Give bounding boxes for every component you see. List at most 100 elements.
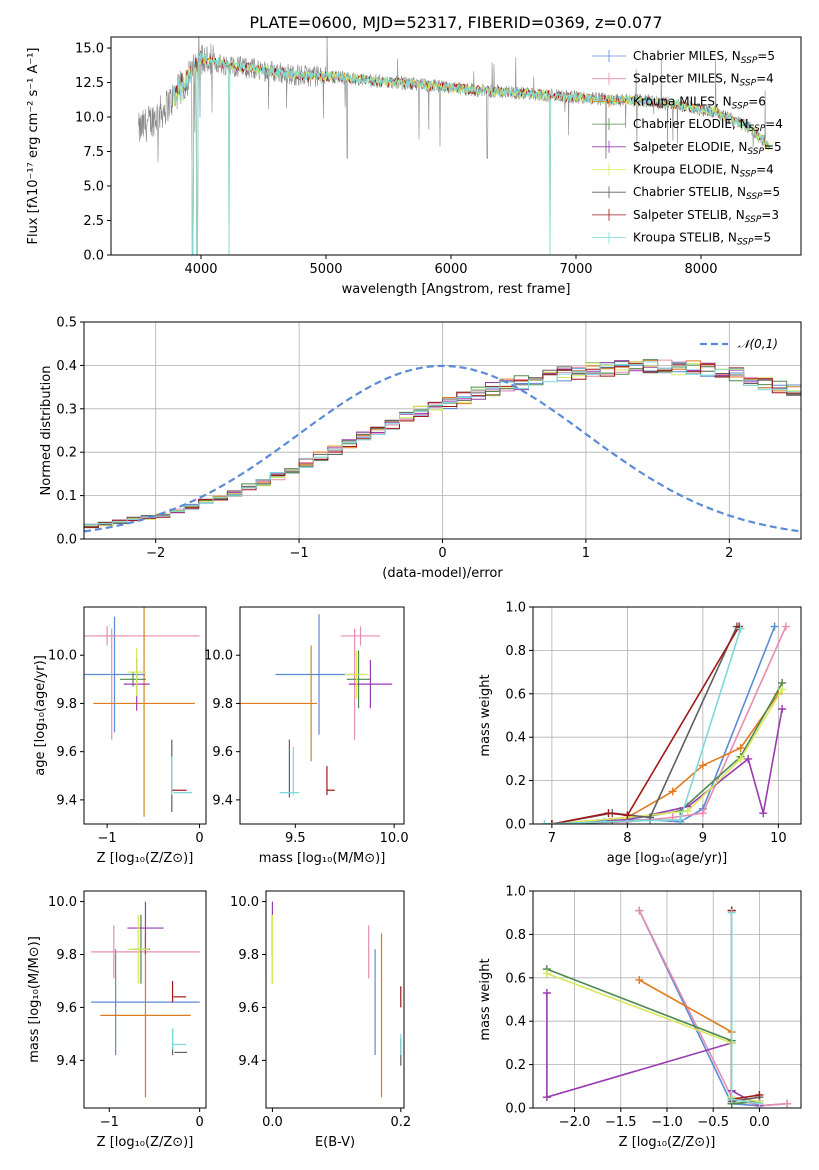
- y-tick-label-5-3: 10.0: [48, 895, 77, 910]
- x-tick-label-2-1: 0: [195, 831, 203, 846]
- y-tick-label-3-3: 10.0: [204, 649, 233, 664]
- chart-panel-4: 7 8 9 10 0.0 0.2 0.4 0.6 0.8 1.0 age [log₁₀(age/yr…: [478, 601, 802, 866]
- x-tick-label-1-0: −2: [146, 546, 165, 561]
- legend-label-5: Kroupa ELODIE, NSSP=4: [633, 163, 774, 180]
- y-tick-label-7-3: 0.6: [505, 971, 526, 986]
- x-axis-label-5: Z [log₁₀(Z/Z⊙)]: [97, 1135, 194, 1150]
- chart-panel-1: 𝒩(0,1) −2 −1 0 1 2 0.0 0.1 0.2 0.3 0.4 0.5 (data-mod…: [39, 316, 802, 581]
- weight-marker-2-0: [635, 975, 644, 984]
- y-tick-label-4-3: 0.6: [505, 687, 526, 702]
- weight-marker-8-1: [727, 1095, 736, 1104]
- x-tick-label-7-3: −0.5: [697, 1115, 729, 1130]
- weight-line-5: [546, 972, 760, 1103]
- ticks-3: 9.5 10.0 9.4 9.6 9.8 10.0: [204, 649, 409, 846]
- x-axis-label-0: wavelength [Angstrom, rest frame]: [342, 282, 571, 297]
- weight-line-7: [730, 910, 760, 1101]
- x-axis-label-2: Z [log₁₀(Z/Z⊙)]: [97, 851, 194, 866]
- y-tick-label-6-2: 9.8: [238, 948, 259, 963]
- x-tick-label-3-0: 9.5: [285, 831, 306, 846]
- y-tick-label-3-1: 9.6: [212, 745, 233, 760]
- x-axis-label-7: Z [log₁₀(Z/Z⊙)]: [619, 1135, 716, 1150]
- y-tick-label-5-0: 9.4: [56, 1054, 77, 1069]
- legend-label-3: Chabrier ELODIE, NSSP=4: [633, 117, 783, 134]
- gaussian-curve: [84, 364, 801, 533]
- weight-line-4: [551, 708, 783, 824]
- x-tick-label-4-2: 9: [699, 831, 707, 846]
- chart-panel-2: −1 0 9.4 9.6 9.8 10.0 Z [log₁₀(Z/Z⊙)] age [log₁…: [33, 606, 207, 866]
- y-tick-label-5-1: 9.6: [56, 1001, 77, 1016]
- weight-line-3: [551, 682, 783, 824]
- y-tick-label-6-3: 10.0: [230, 895, 259, 910]
- y-tick-label-7-1: 0.2: [505, 1058, 526, 1073]
- y-tick-label-6-0: 9.4: [238, 1054, 259, 1069]
- y-tick-label-1-4: 0.4: [56, 359, 77, 374]
- ticks-4: 7 8 9 10 0.0 0.2 0.4 0.6 0.8 1.0: [505, 601, 786, 847]
- y-tick-label-4-4: 0.8: [505, 644, 526, 659]
- y-tick-label-4-0: 0.0: [505, 818, 526, 833]
- y-axis-label-7: mass weight: [478, 958, 493, 1040]
- x-axis-label-1: (data-model)/error: [382, 566, 503, 581]
- ticks-2: −1 0 9.4 9.6 9.8 10.0: [48, 649, 204, 846]
- x-tick-label-7-1: −1.5: [605, 1115, 637, 1130]
- weight-marker-5-2: [683, 806, 692, 815]
- weight-marker-4-0: [542, 988, 551, 997]
- legend-label-7: Salpeter STELIB, NSSP=3: [633, 208, 779, 225]
- legend-label-1: Salpeter MILES, NSSP=4: [633, 72, 774, 89]
- y-tick-label-3-2: 9.8: [212, 697, 233, 712]
- chart-panel-7: −2.0 −1.5 −1.0 −0.5 0.0 0.0 0.2 0.4 0.6 0.8 1.0 Z […: [478, 885, 802, 1150]
- chart-panel-3: 9.5 10.0 9.4 9.6 9.8 10.0 mass [log₁₀(M/M⊙)]: [204, 606, 409, 866]
- x-tick-label-1-1: −1: [290, 546, 309, 561]
- axes-frame-5: [83, 890, 207, 1109]
- weight-marker-8-3: [736, 624, 745, 633]
- x-tick-label-2-0: −1: [98, 831, 117, 846]
- x-tick-label-0-2: 6000: [434, 262, 467, 277]
- y-tick-label-2-0: 9.4: [56, 793, 77, 808]
- y-axis-label-0: Flux [fλ10⁻¹⁷ erg cm⁻² s⁻¹ A⁻¹]: [26, 48, 41, 245]
- ticks-5: −1 0 9.4 9.6 9.8 10.0: [48, 895, 204, 1130]
- y-tick-label-7-5: 1.0: [505, 885, 526, 900]
- axes-frame-0: [110, 36, 802, 256]
- chart-panel-0: Chabrier MILES, NSSP=5 Salpeter MILES, NS…: [26, 13, 802, 297]
- x-axis-label-3: mass [log₁₀(M/M⊙)]: [259, 851, 386, 866]
- y-tick-label-2-3: 10.0: [48, 649, 77, 664]
- plot-area-1: [84, 359, 801, 533]
- y-tick-label-0-6: 15.0: [75, 42, 104, 57]
- weight-marker-8-2: [676, 815, 685, 824]
- x-axis-label-4: age [log₁₀(age/yr)]: [607, 851, 728, 866]
- ticks-6: 0.0 0.2 9.4 9.6 9.8 10.0: [230, 895, 411, 1130]
- y-tick-label-1-1: 0.1: [56, 489, 77, 504]
- axes-frame-6: [265, 890, 405, 1109]
- x-tick-label-7-0: −2.0: [559, 1115, 591, 1130]
- y-tick-label-1-3: 0.3: [56, 402, 77, 417]
- y-tick-label-5-2: 9.8: [56, 948, 77, 963]
- axes-frame-2: [83, 606, 207, 825]
- weight-line-8: [544, 628, 742, 824]
- weight-marker-4-4: [759, 809, 768, 818]
- ticks-1: −2 −1 0 1 2 0.0 0.1 0.2 0.3 0.4 0.5: [56, 316, 733, 562]
- y-tick-label-4-5: 1.0: [505, 601, 526, 616]
- model-spectrum-5: [173, 53, 771, 255]
- legend-label-0: Chabrier MILES, NSSP=5: [633, 49, 775, 66]
- y-tick-label-0-4: 10.0: [75, 111, 104, 126]
- weight-marker-1-3: [783, 1099, 792, 1108]
- weight-marker-8-2: [755, 1099, 764, 1108]
- x-tick-label-0-0: 4000: [184, 262, 217, 277]
- plot-area-0: [138, 37, 771, 255]
- histogram-7: [84, 362, 801, 529]
- legend: Chabrier MILES, NSSP=5 Salpeter MILES, NS…: [592, 49, 783, 248]
- plot-area-2: [84, 607, 200, 817]
- y-tick-label-6-1: 9.6: [238, 1001, 259, 1016]
- x-tick-label-5-0: −1: [100, 1115, 119, 1130]
- histogram-8: [84, 361, 801, 526]
- y-tick-label-2-2: 9.8: [56, 697, 77, 712]
- plot-area-3: [240, 614, 393, 798]
- weight-marker-4-1: [542, 1093, 551, 1102]
- weight-marker-8-0: [727, 908, 736, 917]
- x-tick-label-4-3: 10: [770, 831, 787, 846]
- weight-marker-7-0: [547, 820, 556, 824]
- plot-area-5: [91, 901, 200, 1098]
- x-tick-label-4-0: 7: [548, 831, 556, 846]
- x-tick-label-0-3: 7000: [559, 262, 592, 277]
- y-tick-label-0-1: 2.5: [83, 214, 104, 229]
